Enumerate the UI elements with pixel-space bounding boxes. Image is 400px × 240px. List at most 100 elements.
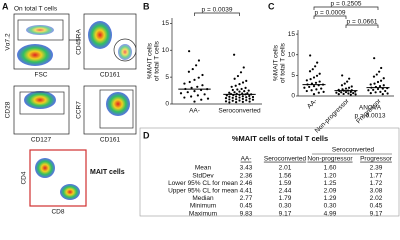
table-cell: 2.09 xyxy=(324,188,337,195)
data-point xyxy=(305,79,308,82)
y-tick-label: 15 xyxy=(162,20,170,27)
data-point xyxy=(350,85,353,88)
data-point xyxy=(318,80,321,83)
data-point xyxy=(337,93,340,96)
data-point xyxy=(335,91,338,94)
anova-p: p = 0.0013 xyxy=(355,113,386,120)
data-point xyxy=(241,100,244,103)
density xyxy=(24,91,56,109)
data-point xyxy=(346,80,349,83)
data-point xyxy=(244,86,247,89)
row-label: Median xyxy=(192,195,214,202)
data-point xyxy=(376,87,380,91)
data-point xyxy=(236,74,240,78)
data-point xyxy=(231,99,234,102)
data-point xyxy=(374,91,377,94)
data-point xyxy=(224,96,228,100)
density xyxy=(118,44,132,60)
data-point xyxy=(241,81,245,84)
data-point xyxy=(312,93,316,96)
row-label: Maximum xyxy=(189,210,217,217)
flow-plot xyxy=(13,85,70,135)
data-point xyxy=(376,80,380,84)
data-point xyxy=(233,53,236,56)
table-cell: 1.56 xyxy=(279,172,292,179)
data-point xyxy=(369,92,372,95)
data-point xyxy=(201,84,204,87)
data-point xyxy=(248,97,251,100)
p-value: p = 0.0009 xyxy=(315,10,346,17)
table-cell: 0.30 xyxy=(324,203,337,210)
table-cell: 0.30 xyxy=(279,203,292,210)
data-point xyxy=(248,100,251,103)
data-point xyxy=(233,91,236,94)
data-point xyxy=(231,96,234,99)
table-cell: 1.79 xyxy=(279,195,292,202)
data-point xyxy=(245,96,248,99)
data-point xyxy=(238,96,241,99)
p-value: p = 0.0661 xyxy=(347,19,378,26)
axis-label: CD161 xyxy=(100,72,121,79)
x-tick-label: Non-progressor xyxy=(314,97,351,134)
flow-plot xyxy=(13,13,70,70)
table-cell: 9.17 xyxy=(279,210,292,217)
table-cell: 2.01 xyxy=(279,165,292,172)
data-point xyxy=(309,54,312,57)
data-point xyxy=(347,86,351,89)
table-cell: 0.45 xyxy=(240,203,253,210)
data-point xyxy=(193,78,196,81)
table-title: %MAIT cells of total T cells xyxy=(232,134,328,143)
y-axis-label: of total T cells xyxy=(154,40,161,81)
bracket xyxy=(345,24,379,28)
data-point xyxy=(354,93,357,96)
y-tick-label: 5 xyxy=(291,72,295,79)
plot-header: On total T cells xyxy=(14,6,58,13)
anova-label: ANOVA xyxy=(359,105,382,112)
bracket xyxy=(313,6,379,10)
table-cell: 1.25 xyxy=(324,180,337,187)
data-point xyxy=(193,90,196,93)
column-header: Non-progressor xyxy=(307,156,353,163)
data-point xyxy=(179,92,183,95)
data-point xyxy=(315,88,318,91)
data-point xyxy=(200,98,203,101)
data-point xyxy=(190,95,193,98)
data-point xyxy=(183,96,186,99)
data-point xyxy=(349,90,352,93)
row-label: Minimum xyxy=(190,203,216,210)
data-point xyxy=(309,77,312,81)
table-cell: 2.39 xyxy=(370,165,383,172)
data-point xyxy=(340,91,343,94)
data-point xyxy=(236,88,239,91)
data-point xyxy=(340,84,344,87)
data-point xyxy=(373,82,376,85)
data-point xyxy=(315,74,319,77)
panel-label: C xyxy=(268,1,275,11)
data-point xyxy=(352,92,355,95)
data-point xyxy=(187,70,190,73)
y-axis-label: of total T cells xyxy=(280,42,287,83)
y-axis-label: %MAIT cells xyxy=(273,44,280,81)
axis-label: CCR7 xyxy=(76,101,83,119)
data-point xyxy=(380,66,383,70)
data-point xyxy=(317,91,320,94)
data-point xyxy=(243,90,246,93)
data-point xyxy=(228,91,231,94)
table-cell: 3.43 xyxy=(240,165,253,172)
data-point xyxy=(188,50,191,53)
bracket xyxy=(194,12,240,16)
table-cell: 9.83 xyxy=(240,210,253,217)
axis-label: CD127 xyxy=(31,137,52,144)
data-point xyxy=(238,90,241,93)
data-point xyxy=(191,67,194,71)
gate xyxy=(17,19,64,41)
table-cell: 1.60 xyxy=(324,165,337,172)
y-tick-label: 10 xyxy=(162,47,170,54)
data-point xyxy=(314,65,317,68)
data-point xyxy=(386,92,389,95)
data-point xyxy=(378,70,381,73)
data-point xyxy=(322,90,325,93)
data-point xyxy=(316,61,319,64)
data-point xyxy=(238,83,241,86)
data-point xyxy=(245,99,248,102)
